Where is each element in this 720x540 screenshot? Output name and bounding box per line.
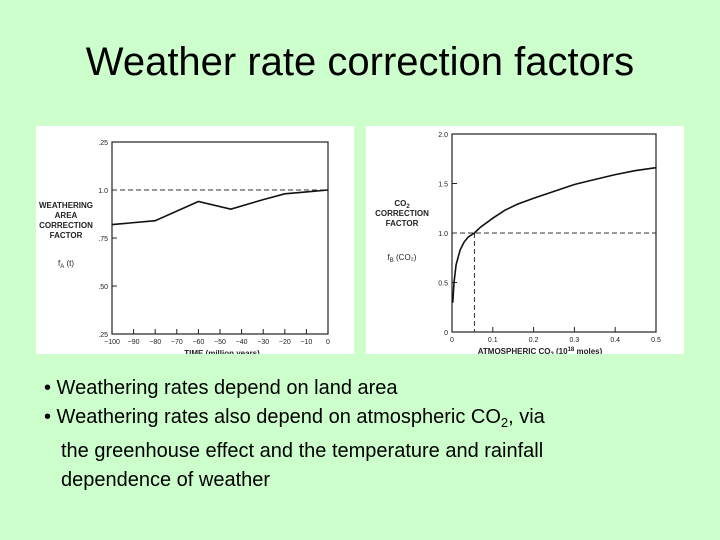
data-point bbox=[284, 193, 286, 195]
data-point bbox=[533, 197, 535, 199]
data-point bbox=[635, 170, 637, 172]
plot-frame bbox=[111, 141, 329, 335]
data-point bbox=[492, 217, 494, 219]
data-point bbox=[479, 226, 482, 228]
data-point bbox=[305, 191, 307, 193]
y-tick-label: 1.0 bbox=[98, 188, 108, 195]
data-point bbox=[262, 199, 264, 201]
y-tick-label: 0 bbox=[444, 330, 448, 337]
x-tick-label: −80 bbox=[149, 339, 161, 346]
y-axis-symbol-argument: (t) bbox=[64, 259, 74, 268]
data-point bbox=[473, 232, 476, 234]
x-axis-label-part: moles) bbox=[574, 347, 602, 354]
x-tick-label: −60 bbox=[192, 339, 204, 346]
y-axis-label-line: CO2 bbox=[394, 199, 410, 210]
y-tick-label: .25 bbox=[98, 332, 108, 339]
data-point bbox=[453, 281, 455, 284]
data-point bbox=[327, 189, 329, 191]
y-axis-symbol: fA (t) bbox=[58, 259, 74, 270]
x-axis-label-part: ATMOSPHERIC CO bbox=[478, 347, 551, 354]
x-tick-label: 0.2 bbox=[529, 337, 539, 344]
x-tick-label: 0.1 bbox=[488, 337, 498, 344]
y-axis-label-line: CORRECTION bbox=[375, 209, 429, 218]
y-axis-label-line: WEATHERING bbox=[39, 201, 93, 210]
x-tick-label: −90 bbox=[128, 339, 140, 346]
x-axis-label-part: (10 bbox=[554, 347, 568, 354]
data-point bbox=[594, 178, 596, 181]
y-axis-label-line: FACTOR bbox=[50, 231, 83, 240]
data-point bbox=[111, 223, 113, 226]
data-point bbox=[455, 264, 457, 266]
co2-correction-chart-svg: 0 0.5 1.0 1.5 2.0 0 0.1 0.2 0.3 0.4 0.5 CO2CORRECTI… bbox=[375, 132, 661, 354]
x-tick-label: −20 bbox=[279, 339, 291, 346]
y-axis-symbol-subscript: A bbox=[60, 264, 64, 270]
data-point bbox=[467, 236, 469, 238]
weathering-area-chart: .25.50.75 1.0.25 −100 −90 −80 −70 −60 −50 −40 −30… bbox=[36, 126, 354, 354]
x-axis-label-part: 2 bbox=[550, 352, 554, 354]
x-tick-label: −50 bbox=[214, 339, 226, 346]
data-point bbox=[459, 249, 461, 251]
y-tick-label: 1.0 bbox=[438, 231, 448, 238]
y-axis-label-subscript: 2 bbox=[406, 204, 410, 210]
slide-title: Weather rate correction factors bbox=[85, 40, 635, 84]
plot-frame bbox=[451, 133, 657, 333]
y-axis-symbol-subscript: B bbox=[390, 258, 394, 264]
bullet-co2-text-end: , via bbox=[508, 406, 545, 428]
x-tick-label: −100 bbox=[104, 339, 120, 346]
y-tick-label: 2.0 bbox=[438, 132, 448, 139]
x-tick-label: 0 bbox=[450, 337, 454, 344]
bullet-co2-continuation-2: dependence of weather bbox=[61, 469, 271, 491]
data-point bbox=[230, 208, 232, 210]
y-tick-label: .75 bbox=[98, 236, 108, 243]
y-tick-label: .50 bbox=[98, 284, 108, 291]
x-tick-label: −70 bbox=[171, 339, 183, 346]
x-tick-label: 0.4 bbox=[610, 337, 620, 344]
x-tick-label: −30 bbox=[257, 339, 269, 346]
bullet-list: • Weathering rates depend on land area •… bbox=[44, 374, 684, 495]
y-axis-symbol-argument: (CO₂) bbox=[394, 253, 417, 262]
y-axis-symbol: fB (CO₂) bbox=[388, 253, 417, 264]
y-tick-label: .25 bbox=[98, 140, 108, 147]
bullet-co2-text: • Weathering rates also depend on atmosp… bbox=[44, 406, 501, 428]
x-axis-label-part: 18 bbox=[568, 347, 575, 353]
data-point bbox=[655, 167, 657, 169]
data-point bbox=[573, 183, 575, 186]
x-axis-label: TIME (million years) bbox=[184, 349, 260, 354]
x-tick-label: −10 bbox=[300, 339, 312, 346]
data-point bbox=[452, 301, 454, 303]
data-point bbox=[197, 200, 199, 203]
bullet-co2-continuation-1: the greenhouse effect and the temperatur… bbox=[61, 440, 544, 462]
y-axis-label-line: FACTOR bbox=[386, 219, 419, 228]
series-line bbox=[452, 166, 657, 303]
co2-subscript: 2 bbox=[500, 415, 509, 430]
data-point bbox=[463, 241, 465, 243]
x-tick-label: −40 bbox=[236, 339, 248, 346]
data-point bbox=[516, 203, 518, 205]
x-tick-label: 0.5 bbox=[651, 337, 661, 344]
y-axis-label-line: CORRECTION bbox=[39, 221, 93, 230]
x-axis-label: ATMOSPHERIC CO2 (1018 moles) bbox=[478, 347, 603, 354]
data-point bbox=[553, 190, 555, 193]
bullet-co2: • Weathering rates also depend on atmosp… bbox=[44, 403, 684, 437]
y-axis-label-line: AREA bbox=[55, 211, 78, 220]
bullet-land-area: • Weathering rates depend on land area bbox=[44, 377, 398, 399]
x-tick-label: 0 bbox=[326, 339, 330, 346]
y-tick-label: 0.5 bbox=[438, 281, 448, 288]
co2-correction-chart: 0 0.5 1.0 1.5 2.0 0 0.1 0.2 0.3 0.4 0.5 CO2 CORRECTI… bbox=[366, 126, 684, 354]
series-line bbox=[111, 189, 329, 226]
weathering-area-chart-svg: .25.50.751.0.25−100 −90 −80 −70 −60 −50 −40 −30… bbox=[39, 140, 330, 354]
x-tick-label: 0.3 bbox=[570, 337, 580, 344]
y-tick-label: 1.5 bbox=[438, 182, 448, 189]
data-point bbox=[154, 220, 156, 222]
data-point bbox=[504, 209, 506, 211]
data-point bbox=[614, 173, 616, 176]
